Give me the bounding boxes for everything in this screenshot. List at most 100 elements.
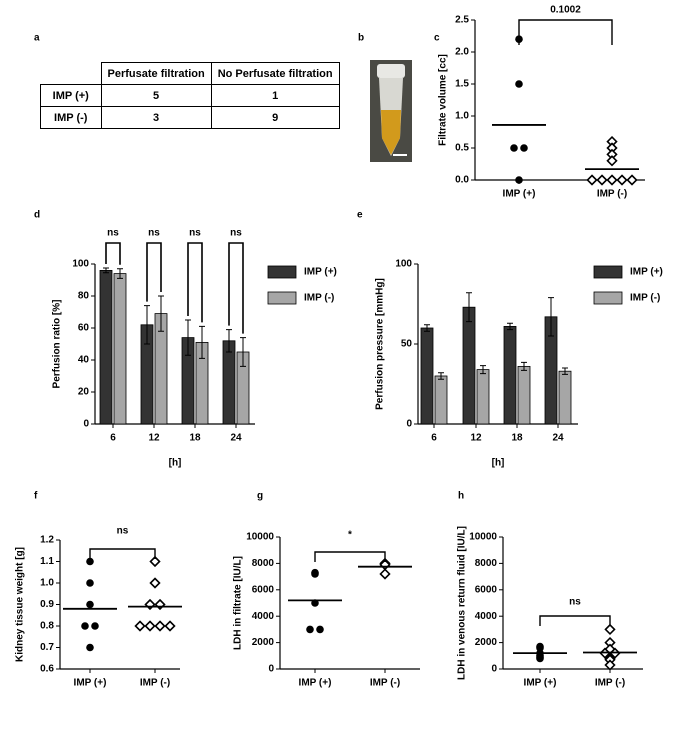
bar — [420, 327, 434, 425]
photo — [370, 60, 412, 162]
column-header: Perfusate filtration — [100, 62, 212, 85]
data-point — [154, 598, 166, 611]
bar — [434, 375, 448, 425]
data-point — [149, 555, 161, 568]
legend-label: IMP (-) — [630, 293, 660, 304]
data-point — [91, 622, 99, 630]
significance-label: * — [348, 530, 352, 541]
significance-label: ns — [189, 228, 201, 239]
data-point — [510, 144, 518, 152]
y-tick-label: 40 — [78, 355, 90, 366]
data-point — [86, 600, 94, 609]
legend-swatch — [593, 265, 623, 279]
y-tick-label: 1.0 — [455, 111, 469, 122]
x-tick-label: IMP (-) — [595, 678, 625, 689]
x-tick-label: 18 — [511, 433, 523, 444]
data-point — [616, 174, 628, 186]
data-point — [164, 620, 176, 632]
significance-bracket — [187, 242, 203, 323]
x-tick-label: 24 — [230, 433, 242, 444]
y-tick-label: 1.1 — [40, 556, 54, 567]
x-tick-label: 12 — [470, 433, 482, 444]
x-tick-label: 6 — [431, 433, 437, 444]
y-tick-label: 100 — [72, 259, 89, 270]
data-point — [316, 625, 324, 634]
y-tick-label: 8000 — [475, 558, 498, 569]
data-point — [134, 620, 146, 632]
data-point — [586, 174, 598, 186]
cell: 3 — [100, 106, 212, 129]
bar — [558, 370, 572, 425]
y-tick-label: 80 — [78, 291, 90, 302]
error-bar — [199, 325, 205, 359]
y-tick-label: 60 — [78, 323, 90, 334]
bar — [503, 325, 517, 425]
y-tick-label: 0.7 — [40, 642, 54, 653]
y-tick-label: 2000 — [475, 637, 498, 648]
panel-label: d — [34, 210, 40, 221]
legend-label: IMP (+) — [630, 267, 663, 278]
significance-label: ns — [117, 526, 129, 537]
data-point — [311, 570, 319, 578]
significance-label: 0.1002 — [550, 5, 581, 16]
error-bar — [562, 367, 568, 375]
data-point — [536, 653, 544, 661]
data-point — [606, 174, 618, 186]
y-tick-label: 2000 — [252, 637, 275, 648]
data-point — [149, 577, 161, 589]
y-tick-label: 4000 — [475, 611, 498, 622]
y-tick-label: 0 — [406, 419, 412, 430]
data-point — [515, 176, 523, 184]
y-tick-label: 100 — [395, 259, 412, 270]
error-bar — [424, 324, 430, 332]
data-point — [604, 659, 616, 671]
x-tick-label: IMP (+) — [524, 678, 557, 689]
y-tick-label: 0.9 — [40, 599, 54, 610]
row-header: IMP (-) — [40, 106, 102, 129]
significance-bracket — [89, 548, 156, 559]
x-tick-label: 18 — [189, 433, 201, 444]
y-tick-label: 0 — [268, 664, 274, 675]
y-axis-label: Perfusion ratio [%] — [52, 300, 63, 389]
y-tick-label: 0.6 — [40, 664, 54, 675]
significance-bracket — [228, 242, 244, 334]
error-bar — [158, 295, 164, 332]
error-bar — [466, 292, 472, 323]
legend-label: IMP (+) — [304, 267, 337, 278]
data-point — [144, 598, 156, 611]
panel-label: f — [34, 491, 38, 502]
y-tick-label: 0.0 — [455, 175, 469, 186]
panel-label: a — [34, 33, 40, 44]
error-bar — [438, 372, 444, 380]
y-tick-label: 1.2 — [40, 535, 54, 546]
data-point — [606, 155, 618, 167]
x-axis-label: [h] — [492, 458, 505, 469]
y-axis-label: Filtrate volume [cc] — [438, 54, 449, 146]
legend-label: IMP (-) — [304, 293, 334, 304]
panel-label: g — [257, 491, 263, 502]
x-tick-label: IMP (-) — [140, 678, 170, 689]
data-point — [596, 174, 608, 186]
data-point — [604, 623, 616, 636]
error-bar — [240, 337, 246, 367]
error-bar — [185, 319, 191, 356]
panel-label: c — [434, 33, 440, 44]
cell: 5 — [100, 84, 212, 107]
table: Perfusate filtration No Perfusate filtra… — [40, 62, 340, 129]
y-tick-label: 1.0 — [40, 578, 54, 589]
y-tick-label: 0.8 — [40, 621, 54, 632]
x-tick-label: IMP (-) — [597, 189, 627, 200]
data-point — [154, 620, 166, 632]
table-corner — [40, 62, 102, 85]
y-tick-label: 0 — [83, 419, 89, 430]
significance-label: ns — [148, 228, 160, 239]
x-tick-label: IMP (+) — [503, 189, 536, 200]
data-point — [81, 622, 89, 630]
data-point — [86, 643, 94, 652]
data-point — [379, 568, 391, 580]
y-tick-label: 50 — [401, 339, 413, 350]
error-bar — [226, 329, 232, 353]
legend-swatch — [593, 291, 623, 305]
